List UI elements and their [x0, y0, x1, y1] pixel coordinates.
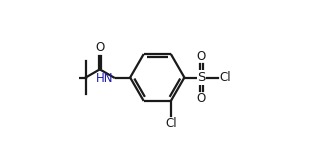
Text: O: O [197, 92, 206, 105]
Text: O: O [197, 50, 206, 63]
Text: O: O [95, 41, 105, 54]
Text: Cl: Cl [165, 117, 177, 130]
Text: Cl: Cl [219, 71, 231, 84]
Text: HN: HN [96, 72, 114, 85]
Text: S: S [197, 71, 206, 84]
